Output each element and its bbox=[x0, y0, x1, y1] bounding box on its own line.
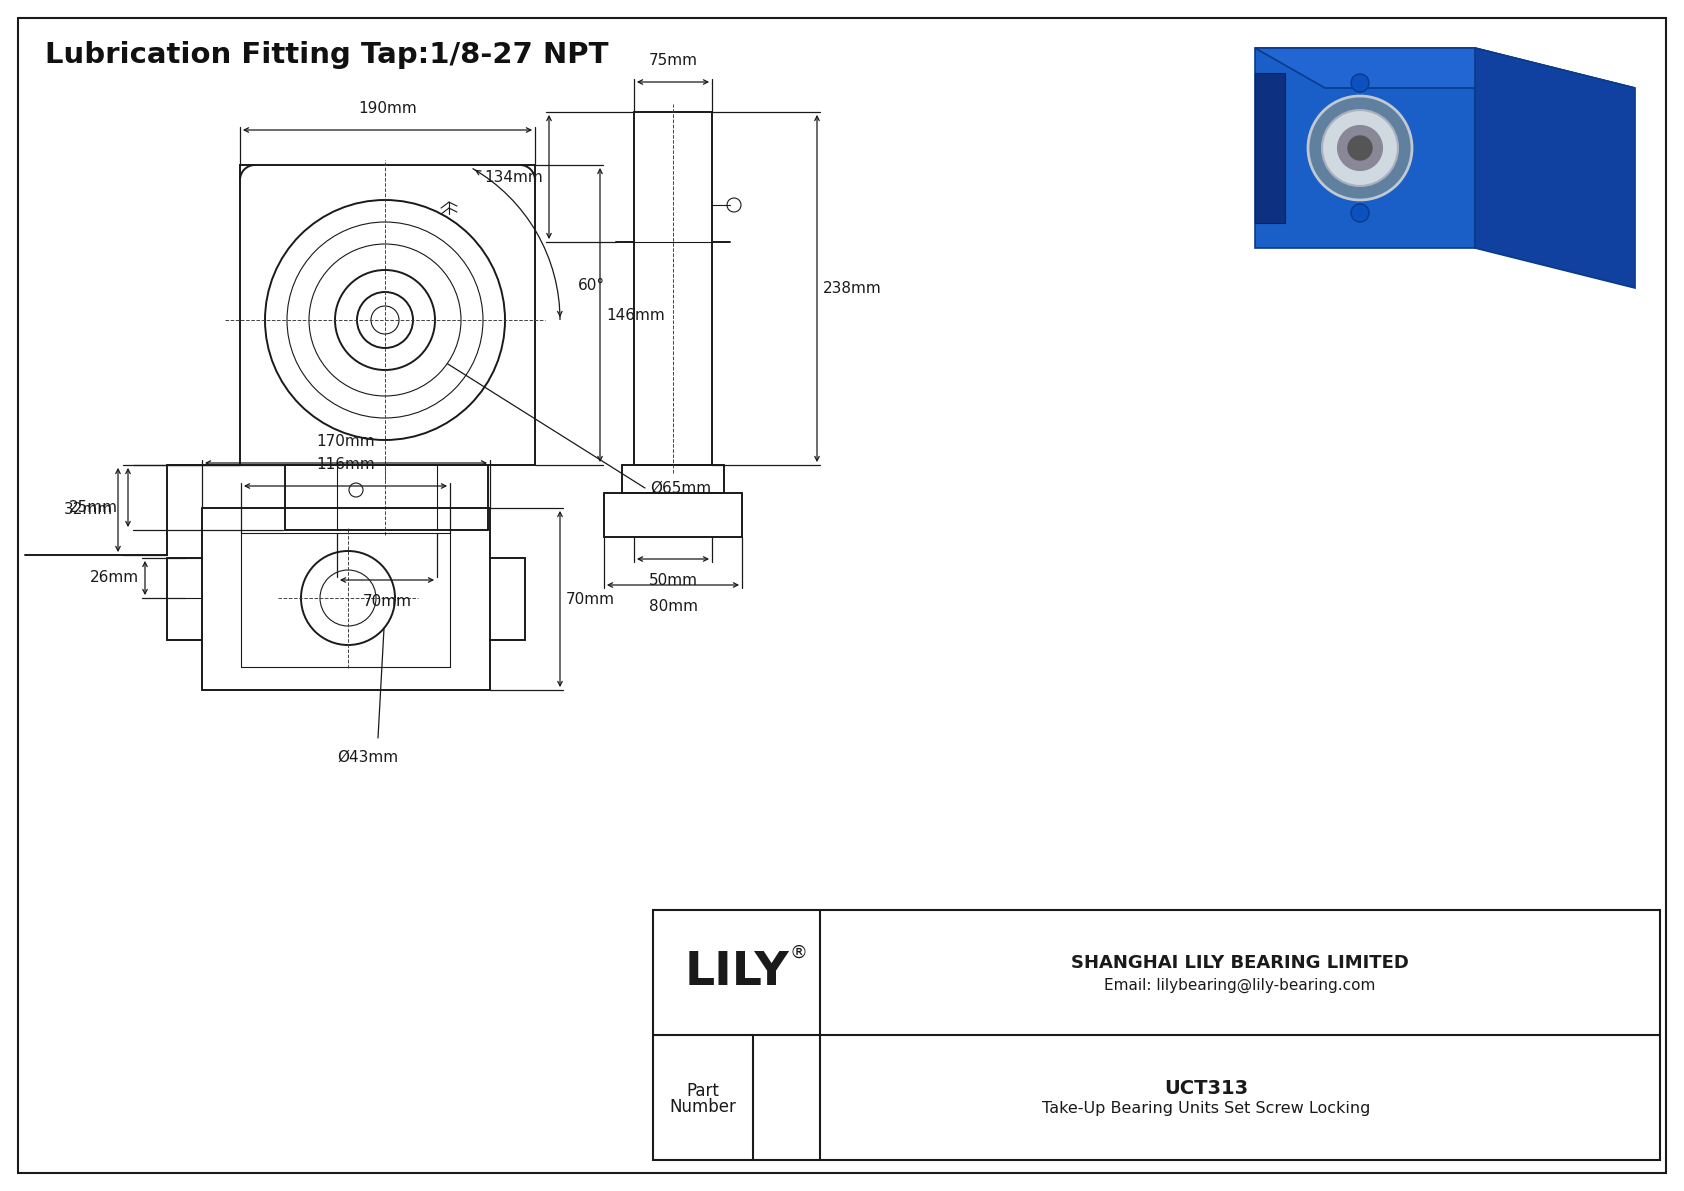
Text: 116mm: 116mm bbox=[317, 457, 376, 472]
Text: 60°: 60° bbox=[578, 278, 605, 293]
Text: 70mm: 70mm bbox=[362, 594, 411, 609]
Text: Take-Up Bearing Units Set Screw Locking: Take-Up Bearing Units Set Screw Locking bbox=[1042, 1100, 1371, 1116]
Text: Ø43mm: Ø43mm bbox=[337, 750, 399, 765]
Text: Number: Number bbox=[670, 1097, 736, 1116]
Circle shape bbox=[1347, 136, 1372, 160]
Text: 25mm: 25mm bbox=[69, 500, 118, 515]
Polygon shape bbox=[1255, 73, 1285, 223]
Text: 134mm: 134mm bbox=[485, 169, 542, 185]
Circle shape bbox=[1351, 74, 1369, 92]
Text: 26mm: 26mm bbox=[89, 570, 140, 586]
Text: 146mm: 146mm bbox=[606, 307, 665, 323]
Circle shape bbox=[1339, 126, 1383, 170]
Text: 170mm: 170mm bbox=[317, 434, 376, 449]
Text: 190mm: 190mm bbox=[359, 101, 418, 116]
Text: UCT313: UCT313 bbox=[1164, 1079, 1248, 1098]
Text: 50mm: 50mm bbox=[648, 573, 697, 588]
Circle shape bbox=[1308, 96, 1411, 200]
Text: 75mm: 75mm bbox=[648, 54, 697, 68]
Text: 70mm: 70mm bbox=[566, 592, 615, 606]
Polygon shape bbox=[1255, 48, 1475, 248]
Circle shape bbox=[1322, 110, 1398, 186]
Text: Ø65mm: Ø65mm bbox=[650, 480, 711, 495]
Text: 32mm: 32mm bbox=[64, 503, 113, 518]
Polygon shape bbox=[1255, 48, 1635, 88]
Text: ®: ® bbox=[790, 943, 808, 961]
Polygon shape bbox=[1475, 48, 1635, 288]
Text: 238mm: 238mm bbox=[823, 281, 882, 297]
Bar bbox=[653, 910, 1660, 1160]
Text: 80mm: 80mm bbox=[648, 599, 697, 615]
Text: SHANGHAI LILY BEARING LIMITED: SHANGHAI LILY BEARING LIMITED bbox=[1071, 954, 1410, 972]
Circle shape bbox=[1351, 204, 1369, 222]
Text: Email: lilybearing@lily-bearing.com: Email: lilybearing@lily-bearing.com bbox=[1105, 978, 1376, 993]
Text: LILY: LILY bbox=[684, 950, 788, 994]
Text: Lubrication Fitting Tap:1/8-27 NPT: Lubrication Fitting Tap:1/8-27 NPT bbox=[45, 40, 608, 69]
Text: Part: Part bbox=[687, 1083, 719, 1100]
